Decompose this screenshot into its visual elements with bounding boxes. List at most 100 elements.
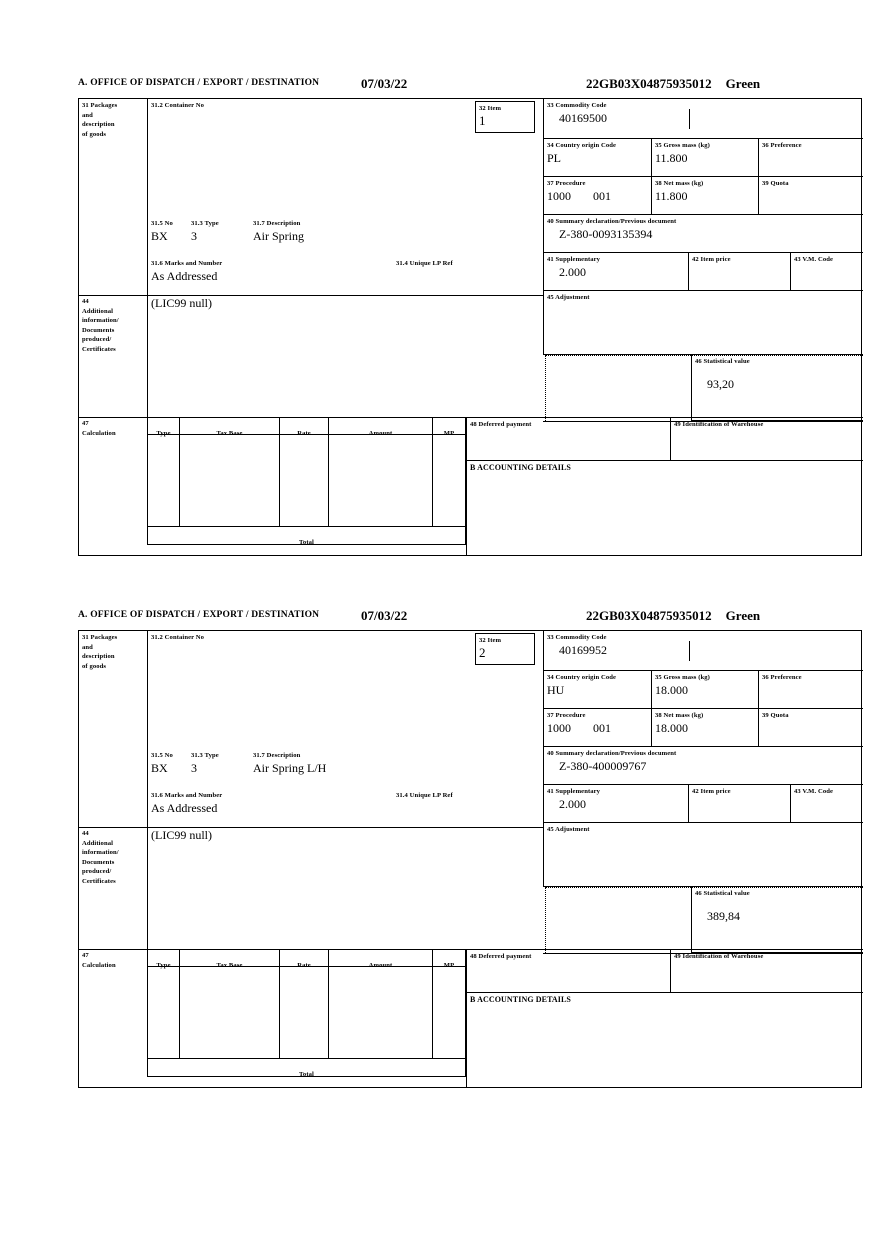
statistical-value-amount[interactable]: 389,84 — [707, 908, 740, 923]
additional-information-value[interactable]: (LIC99 null) — [151, 828, 212, 842]
box-31-label: 31 Packages and description of goods — [82, 634, 118, 670]
packages-type-value[interactable]: 3 — [191, 228, 197, 243]
quota-value[interactable] — [762, 721, 863, 735]
procedure-extra-code: 001 — [593, 720, 611, 735]
calc-cell-tax-base[interactable] — [180, 967, 280, 1059]
item-price-value[interactable] — [692, 265, 790, 279]
item-number-value[interactable]: 2 — [479, 644, 486, 660]
marks-and-number-value[interactable]: As Addressed — [151, 268, 218, 283]
box-42-item-price: 42 Item price — [689, 253, 791, 291]
calc-cell-mp[interactable] — [433, 967, 466, 1059]
box-34-country-origin-code: 34 Country origin Code HU — [543, 671, 652, 709]
calc-header-type: Type — [147, 417, 180, 437]
net-mass-value[interactable]: 18.000 — [655, 720, 688, 735]
goods-description-value[interactable]: Air Spring — [253, 228, 304, 243]
deferred-payment-value[interactable] — [470, 430, 670, 444]
item-number-value[interactable]: 1 — [479, 112, 486, 128]
box-31-5-no: 31.5 No BX — [151, 220, 173, 243]
commodity-code-divider — [689, 109, 690, 129]
adjustment-value[interactable] — [547, 303, 863, 317]
net-mass-value[interactable]: 11.800 — [655, 188, 688, 203]
box-40-summary-declaration: 40 Summary declaration/Previous document… — [543, 215, 863, 253]
calc-cell-amount[interactable] — [329, 435, 433, 527]
commodity-code-value[interactable]: 40169952 — [559, 642, 607, 657]
box-40-summary-declaration: 40 Summary declaration/Previous document… — [543, 747, 863, 785]
calc-cell-rate[interactable] — [280, 435, 329, 527]
preference-value[interactable] — [762, 683, 863, 697]
calc-cell-mp[interactable] — [433, 435, 466, 527]
unique-lp-ref-value[interactable] — [396, 801, 453, 815]
vm-code-value[interactable] — [794, 265, 863, 279]
calc-cell-type[interactable] — [147, 435, 180, 527]
packages-type-value[interactable]: 3 — [191, 760, 197, 775]
calc-total-row: Total — [147, 1059, 466, 1078]
procedure-extra-code: 001 — [593, 188, 611, 203]
box-31-goods-area: 31.2 Container No 31.5 No BX 31.3 Type 3… — [147, 99, 543, 295]
gross-mass-value[interactable]: 18.000 — [655, 682, 688, 697]
commodity-code-value[interactable]: 40169500 — [559, 110, 607, 125]
summary-declaration-value[interactable]: Z-380-0093135394 — [559, 226, 653, 241]
deferred-payment-value[interactable] — [470, 962, 670, 976]
packages-no-value[interactable]: BX — [151, 228, 168, 243]
office-of-dispatch-label: A. OFFICE OF DISPATCH / EXPORT / DESTINA… — [78, 610, 320, 620]
box-41-supplementary: 41 Supplementary 2.000 — [543, 253, 689, 291]
country-origin-code-value[interactable]: PL — [547, 150, 562, 165]
box-31-bottom-rule — [79, 827, 543, 828]
box-31-6-marks-and-number: 31.6 Marks and Number As Addressed — [151, 260, 223, 283]
box-31-4-unique-lp-ref: 31.4 Unique LP Ref — [396, 791, 453, 815]
calc-header-tax-base: Tax Base — [180, 949, 280, 969]
gross-mass-value[interactable]: 11.800 — [655, 150, 688, 165]
warehouse-identification-value[interactable] — [674, 962, 863, 976]
box-31-6-marks-and-number: 31.6 Marks and Number As Addressed — [151, 792, 223, 815]
box-31-3-type: 31.3 Type 3 — [191, 220, 219, 243]
calc-total-row: Total — [147, 527, 466, 546]
box-46-bottom-rule — [543, 421, 863, 422]
calc-header-type: Type — [147, 949, 180, 969]
additional-information-value[interactable]: (LIC99 null) — [151, 296, 212, 310]
marks-and-number-value[interactable]: As Addressed — [151, 800, 218, 815]
calc-cell-tax-base[interactable] — [180, 435, 280, 527]
adjustment-value[interactable] — [547, 835, 863, 849]
mrn-value: 22GB03X04875935012 — [586, 76, 712, 91]
mrn-and-lane: 22GB03X04875935012 Green — [586, 608, 760, 624]
procedure-code: 1000 — [547, 720, 571, 735]
goods-description-value[interactable]: Air Spring L/H — [253, 760, 327, 775]
calc-cell-rate[interactable] — [280, 967, 329, 1059]
supplementary-value[interactable]: 2.000 — [559, 796, 586, 811]
box-46-statistical-value: 46 Statistical value 93,20 — [691, 355, 863, 421]
procedure-value[interactable]: 1000 001 — [547, 189, 651, 203]
warehouse-identification-value[interactable] — [674, 430, 863, 444]
statistical-value-amount[interactable]: 93,20 — [707, 376, 734, 391]
box-31-5-no: 31.5 No BX — [151, 752, 173, 775]
preference-value[interactable] — [762, 151, 863, 165]
quota-value[interactable] — [762, 189, 863, 203]
form-header: A. OFFICE OF DISPATCH / EXPORT / DESTINA… — [78, 608, 864, 630]
box-34-country-origin-code: 34 Country origin Code PL — [543, 139, 652, 177]
calc-cell-amount[interactable] — [329, 967, 433, 1059]
box-31-2-container-no: 31.2 Container No — [148, 99, 544, 125]
box-36-preference: 36 Preference — [759, 671, 863, 709]
vm-code-value[interactable] — [794, 797, 863, 811]
packages-no-value[interactable]: BX — [151, 760, 168, 775]
summary-declaration-value[interactable]: Z-380-400009767 — [559, 758, 647, 773]
box-31-label: 31 Packages and description of goods — [82, 102, 118, 138]
unique-lp-ref-value[interactable] — [396, 269, 453, 283]
form-body: 31 Packages and description of goods 31.… — [78, 98, 863, 556]
calc-cell-type[interactable] — [147, 967, 180, 1059]
sad-form-item-2: A. OFFICE OF DISPATCH / EXPORT / DESTINA… — [78, 608, 864, 1088]
box-36-preference: 36 Preference — [759, 139, 863, 177]
country-origin-code-value[interactable]: HU — [547, 682, 565, 697]
box-35-gross-mass: 35 Gross mass (kg) 11.800 — [652, 139, 759, 177]
box-38-net-mass: 38 Net mass (kg) 11.800 — [652, 177, 759, 215]
declaration-date: 07/03/22 — [361, 76, 408, 91]
lane-value: Green — [725, 608, 761, 623]
supplementary-value[interactable]: 2.000 — [559, 264, 586, 279]
box-31-2-container-no: 31.2 Container No — [148, 631, 544, 657]
box-46-statistical-value: 46 Statistical value 389,84 — [691, 887, 863, 953]
commodity-code-divider — [689, 641, 690, 661]
box-46-bottom-rule — [543, 953, 863, 954]
procedure-value[interactable]: 1000 001 — [547, 721, 651, 735]
calc-header-mp: MP — [433, 949, 466, 969]
item-price-value[interactable] — [692, 797, 790, 811]
